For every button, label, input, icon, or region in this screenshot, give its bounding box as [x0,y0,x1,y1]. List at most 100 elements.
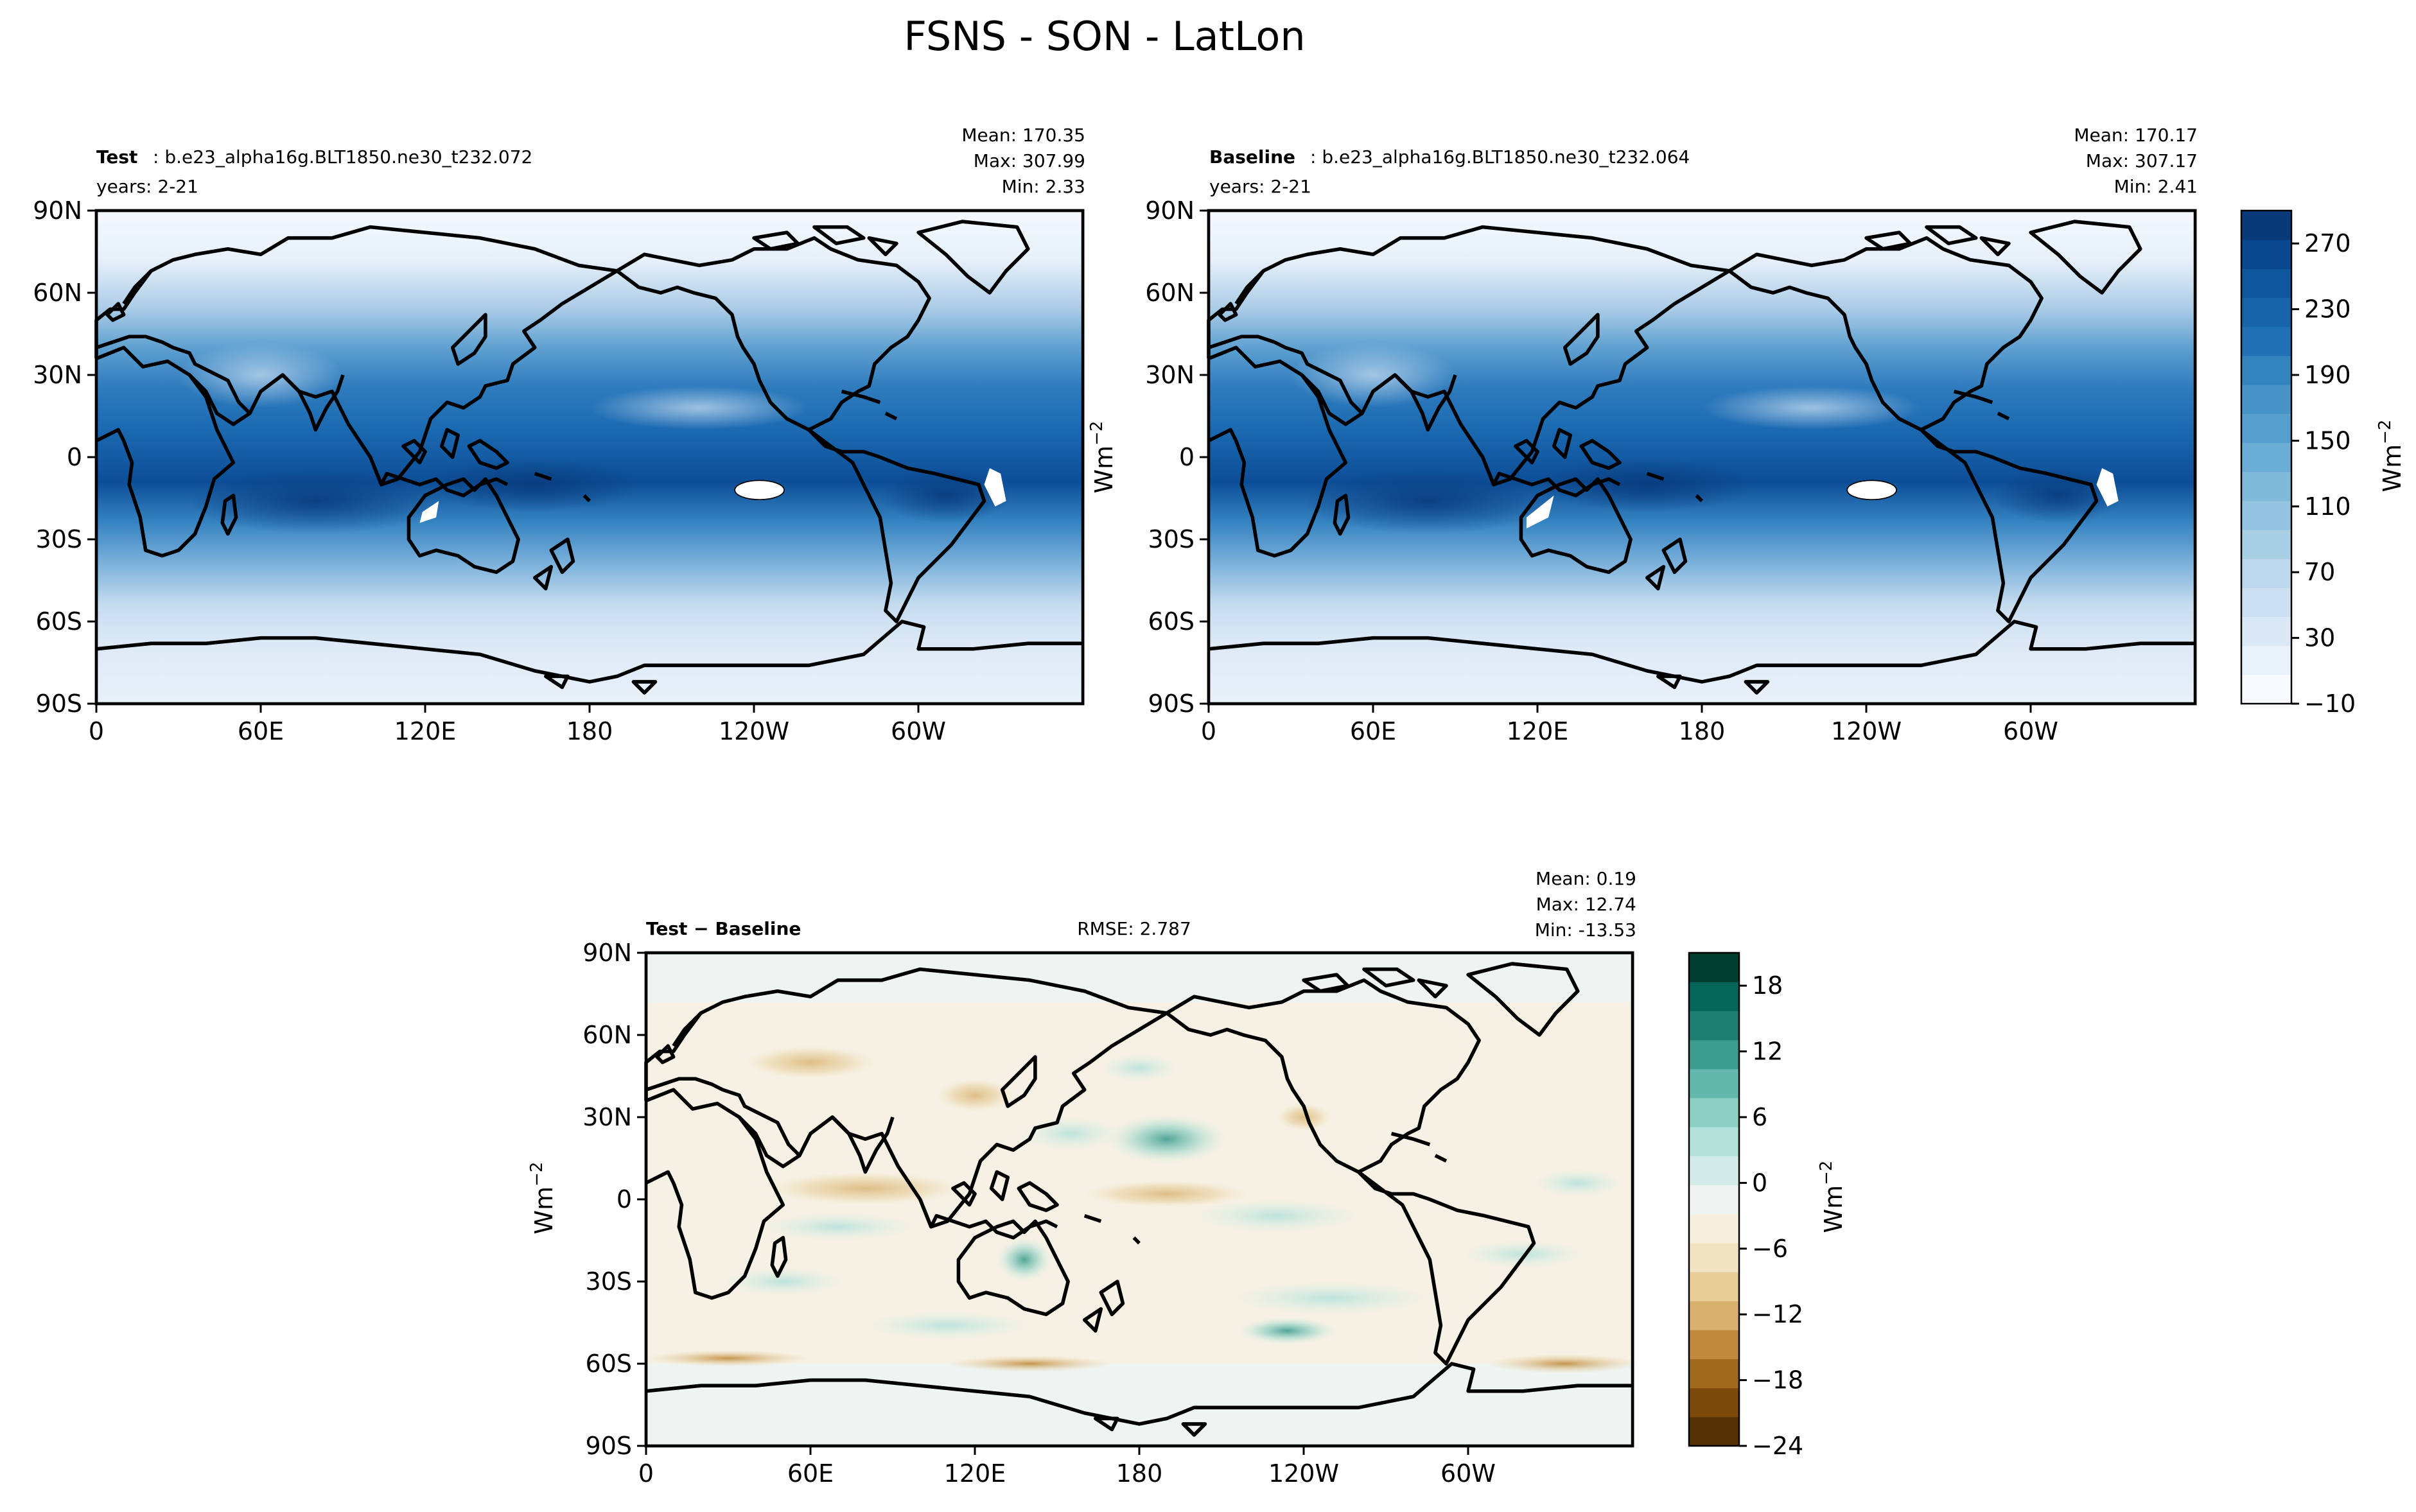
flux-colorbar-segment [2241,385,2291,414]
diff-colorbar-segment [1689,1127,1739,1156]
flux-colorbar-segment [2241,616,2291,647]
diff-map [646,951,1641,1448]
baseline-field [1209,211,2196,704]
flux-colorbar-segment [2241,471,2291,501]
diff-colorbar-tick-label: −24 [1752,1432,1803,1460]
svg-text:Wm−2: Wm−2 [527,1162,558,1235]
flux-colorbar-segment [2241,413,2291,444]
svg-text:Wm−2: Wm−2 [1817,1161,1848,1233]
diff-colorbar-frame [1688,952,1740,1447]
test-xtick-label: 0 [89,717,104,745]
diff-colorbar-segment [1689,1416,1739,1447]
diff-min: Min: -13.53 [1535,919,1636,941]
colorbar-diff-label-text: Wm [1819,1185,1848,1233]
test-field [96,211,1083,704]
test-xtick-label: 60E [238,717,284,745]
baseline-ylabel: Wm−2 [1087,421,1118,494]
test-ytick-label: 30N [33,361,82,389]
diff-ytick-label: 30N [582,1103,632,1131]
flux-colorbar-frame [2240,209,2293,705]
baseline-ytick-label: 90N [1145,196,1195,225]
svg-text:Wm−2: Wm−2 [1087,421,1118,494]
diff-colorbar-segment [1689,953,1739,982]
flux-colorbar-segment [2241,529,2291,559]
diff-colorbar-segment [1689,1068,1739,1099]
baseline-ytick-label: 30N [1145,361,1195,389]
test-mean: Mean: 170.35 [961,125,1085,146]
test-ytick-label: 60S [36,607,82,636]
flux-colorbar-segment [2241,211,2291,240]
diff-xtick-label: 120W [1268,1459,1339,1488]
colorbar-flux-label-text: Wm [2378,444,2406,492]
baseline-ylabel-text: Wm [1090,446,1118,494]
flux-colorbar-segment [2241,239,2291,269]
test-ytick-label: 90S [36,690,82,718]
colorbar-diff: 18 12 6 0 −6 −12 −18 −24 [1688,952,1803,1460]
panel-test: Test : b.e23_alpha16g.BLT1850.ne30_t232.… [96,125,1085,706]
flux-colorbar-segment [2241,268,2291,299]
diff-xtick-label: 60E [787,1459,834,1488]
baseline-label-rest: : b.e23_alpha16g.BLT1850.ne30_t232.064 [1310,146,1690,168]
diff-ylabel: Wm−2 [527,1162,558,1235]
diff-xtick-label: 120E [944,1459,1006,1488]
flux-colorbar-segment [2241,297,2291,327]
diff-colorbar-tick-label: 6 [1752,1103,1767,1131]
test-ytick-label: 60N [33,279,82,307]
baseline-ytick-label: 60S [1148,607,1195,636]
diff-ytick-label: 90S [586,1432,632,1460]
baseline-ytick-label: 90S [1148,690,1195,718]
test-ytick-label: 0 [67,443,82,471]
baseline-ytick-label: 60N [1145,279,1195,307]
flux-colorbar-segment [2241,674,2291,704]
test-max: Max: 307.99 [974,150,1085,171]
diff-ytick-label: 30S [586,1267,632,1296]
test-years: years: 2-21 [96,176,198,197]
baseline-mean: Mean: 170.17 [2074,125,2198,146]
flux-colorbar-segment [2241,645,2291,675]
test-xtick-label: 60W [891,717,946,745]
test-xtick-label: 180 [566,717,613,745]
colorbar-flux-label: Wm−2 [2376,420,2406,492]
diff-colorbar-segment [1689,982,1739,1011]
flux-colorbar-tick-label: 110 [2304,492,2351,521]
diff-ytick-label: 60S [586,1350,632,1378]
diff-colorbar-tick-label: 12 [1752,1038,1783,1066]
colorbar-diff-label-exp: −2 [1817,1161,1836,1185]
diff-colorbar-segment [1689,1330,1739,1360]
diff-colorbar-tick-label: 0 [1752,1169,1767,1197]
colorbar-diff-label: Wm−2 [1817,1161,1848,1233]
diff-colorbar-segment [1689,1213,1739,1244]
colorbar-flux-label-exp: −2 [2376,420,2395,444]
flux-colorbar-tick-label: 270 [2304,229,2351,257]
svg-text:Wm−2: Wm−2 [2376,420,2406,492]
baseline-xtick-label: 120E [1507,717,1569,745]
diff-colorbar-segment [1689,1039,1739,1070]
test-label-rest: : b.e23_alpha16g.BLT1850.ne30_t232.072 [153,146,532,168]
diff-colorbar-segment [1689,1359,1739,1389]
baseline-years: years: 2-21 [1209,176,1311,197]
baseline-xtick-label: 180 [1679,717,1726,745]
panel-baseline: Baseline : b.e23_alpha16g.BLT1850.ne30_t… [1209,125,2406,718]
test-ytick-label: 90N [33,196,82,225]
diff-colorbar-segment [1689,1097,1739,1127]
figure-title: FSNS - SON - LatLon [904,13,1305,60]
baseline-map [1209,209,2196,706]
diff-ytick-label: 90N [582,939,632,967]
test-xtick-label: 120E [394,717,457,745]
baseline-xtick-label: 120W [1831,717,1902,745]
flux-colorbar-tick-label: −10 [2304,690,2356,718]
flux-colorbar-segment [2241,326,2291,356]
baseline-max: Max: 307.17 [2086,150,2198,171]
flux-colorbar-tick-label: 30 [2304,624,2335,652]
diff-mean: Mean: 0.19 [1536,868,1636,889]
test-ytick-label: 30S [36,525,82,553]
test-min: Min: 2.33 [1002,176,1085,197]
diff-xtick-label: 0 [638,1459,654,1488]
flux-colorbar-segment [2241,442,2291,473]
diff-colorbar-segment [1689,1156,1739,1186]
flux-colorbar-tick-label: 70 [2304,558,2335,586]
flux-colorbar-tick-label: 230 [2304,295,2351,324]
baseline-label-bold: Baseline [1209,146,1295,168]
baseline-ylabel-exp: −2 [1087,421,1107,446]
